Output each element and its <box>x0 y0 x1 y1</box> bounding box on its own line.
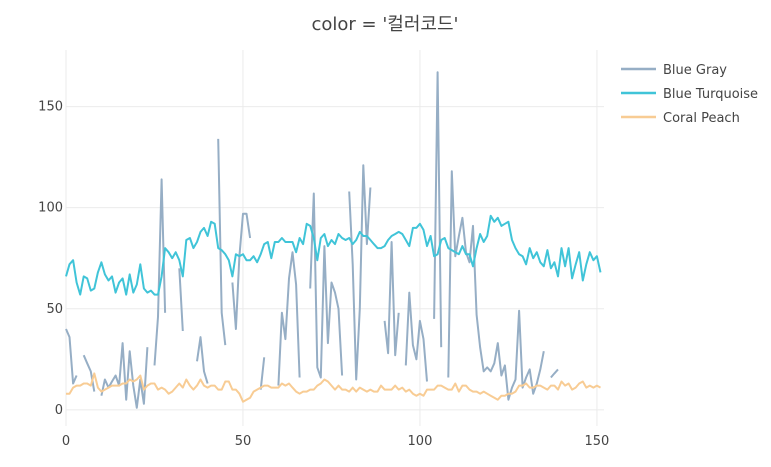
y-tick-label: 150 <box>38 100 63 115</box>
legend-item[interactable]: Blue Gray <box>621 63 727 78</box>
y-tick-label: 50 <box>46 302 63 317</box>
y-tick-label: 100 <box>38 201 63 216</box>
chart-title: color = '컬러코드' <box>312 14 459 35</box>
y-tick-label: 0 <box>55 403 63 418</box>
legend-item[interactable]: Blue Turquoise <box>621 87 758 102</box>
legend-item[interactable]: Coral Peach <box>621 111 740 126</box>
series-line-blue-turquoise <box>65 214 602 296</box>
series-line-coral-peach <box>66 372 601 403</box>
legend-label: Blue Gray <box>663 63 727 78</box>
legend[interactable]: Blue Gray Blue Turquoise Coral Peach <box>621 63 758 126</box>
x-tick-label: 150 <box>585 434 610 449</box>
x-axis-ticks: 0 50 100 150 <box>62 434 609 449</box>
y-axis-ticks: 0 50 100 150 <box>38 100 63 418</box>
x-tick-label: 100 <box>408 434 433 449</box>
series-line-blue-gray <box>65 71 559 409</box>
legend-label: Coral Peach <box>663 111 740 126</box>
x-tick-label: 0 <box>62 434 70 449</box>
grid-lines <box>65 50 604 426</box>
legend-label: Blue Turquoise <box>663 87 758 102</box>
plot-area <box>65 71 602 409</box>
x-tick-label: 50 <box>235 434 252 449</box>
